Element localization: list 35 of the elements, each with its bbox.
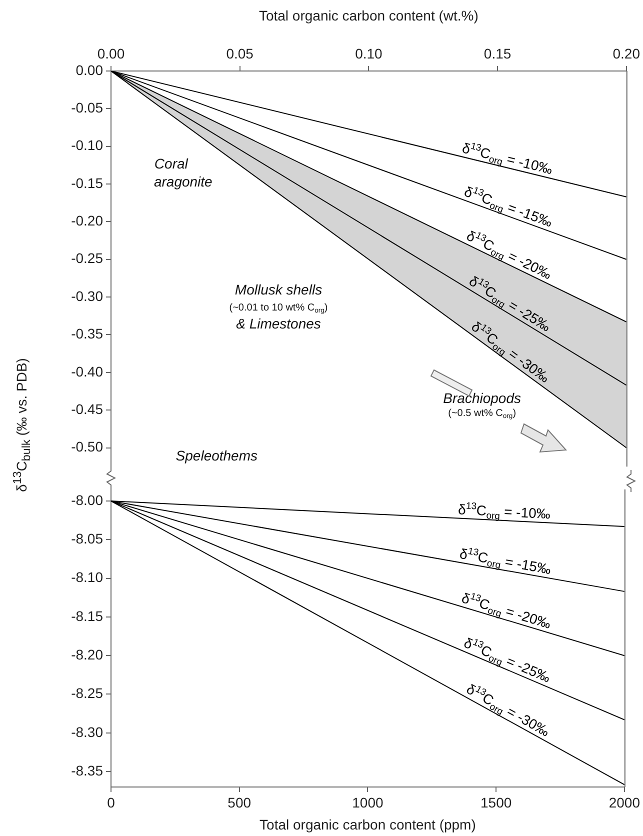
y-tick-label: -0.45	[71, 400, 104, 417]
annotation: Speleothems	[176, 448, 258, 464]
x-tick-label: 2000	[608, 794, 640, 810]
y-tick-label: -8.35	[71, 762, 104, 778]
x-tick-label: 500	[228, 794, 252, 810]
y-tick-label: -0.25	[71, 250, 104, 266]
y-tick-label: -8.00	[71, 492, 104, 508]
x-axis-title: Total organic carbon content (wt.%)	[258, 7, 478, 24]
y-tick-label: -0.20	[71, 212, 104, 229]
y-tick-label: -8.15	[71, 608, 104, 624]
y-tick-label: -8.30	[71, 724, 104, 740]
text: δ13Corg = -20‰	[460, 590, 553, 632]
x-tick-label: 1000	[352, 794, 384, 810]
y-tick-label: -0.35	[71, 326, 104, 342]
x-tick-label: 0.15	[484, 45, 512, 62]
y-tick-label: -0.40	[71, 363, 104, 380]
x-tick-label: 0.20	[612, 45, 640, 62]
y-tick-label: -8.25	[71, 685, 104, 702]
y-tick-label: 0.00	[76, 62, 104, 78]
y-tick-label: -0.15	[71, 174, 104, 191]
y-tick-label: -0.30	[71, 288, 104, 304]
text: δ13Corg = -30‰	[464, 680, 552, 740]
y-tick-label: -0.50	[71, 438, 104, 455]
x-axis-title: Total organic carbon content (ppm)	[260, 816, 476, 832]
y-tick-label: -0.10	[71, 137, 104, 154]
x-tick-label: 1500	[480, 794, 512, 810]
x-tick-label: 0.10	[355, 45, 383, 62]
x-tick-label: 0.00	[97, 45, 125, 62]
x-tick-label: 0.05	[226, 45, 254, 62]
y-tick-label: -0.05	[71, 100, 104, 116]
y-tick-label: -8.10	[71, 569, 104, 586]
series-label: δ13Corg = -10‰	[458, 500, 551, 522]
y-tick-label: -8.20	[71, 646, 104, 662]
x-tick-label: 0	[107, 794, 116, 810]
y-tick-label: -8.05	[71, 530, 104, 547]
